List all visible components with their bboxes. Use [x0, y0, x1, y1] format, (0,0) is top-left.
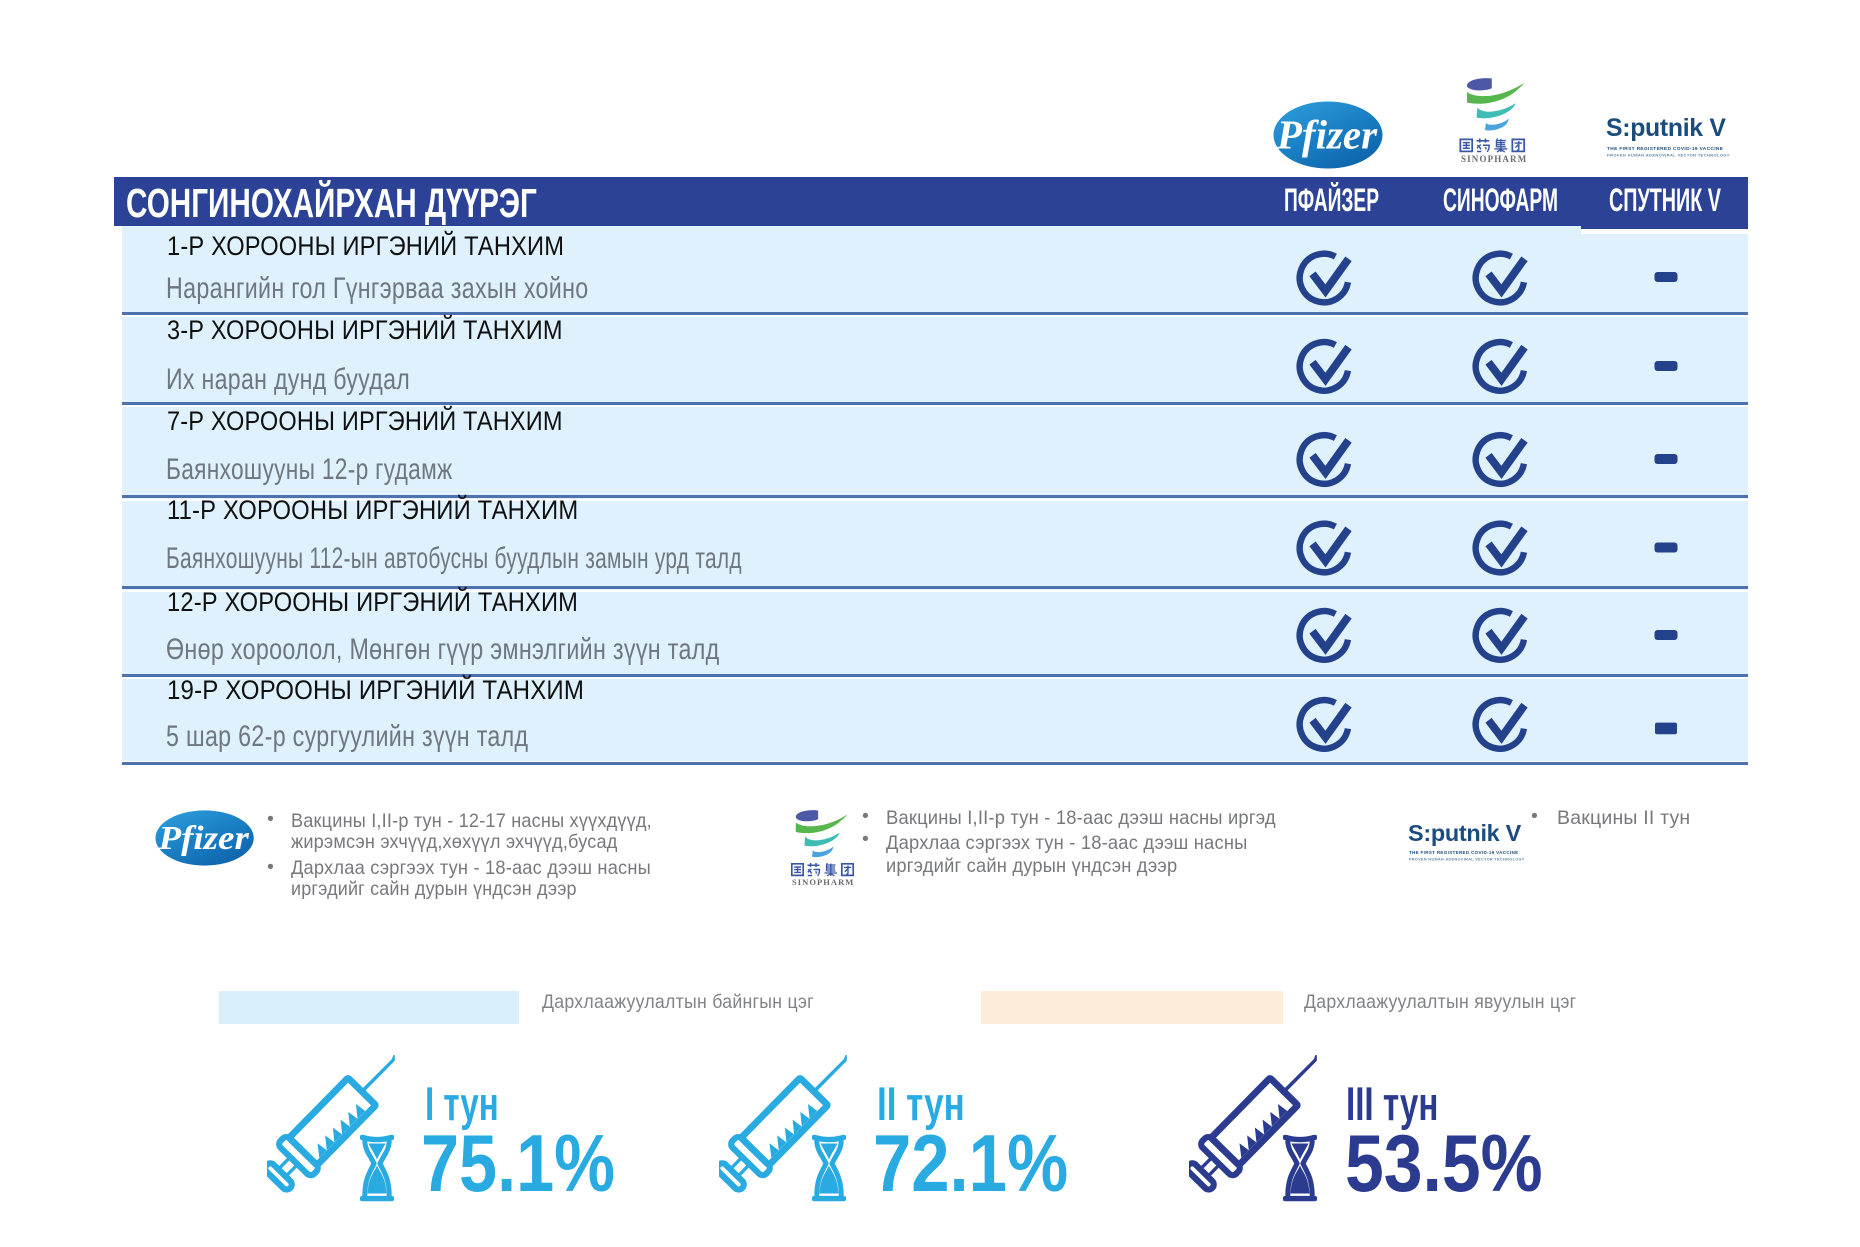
svg-text:SINOPHARM: SINOPHARM: [792, 877, 854, 887]
svg-text:SINOPHARM: SINOPHARM: [1461, 154, 1527, 164]
